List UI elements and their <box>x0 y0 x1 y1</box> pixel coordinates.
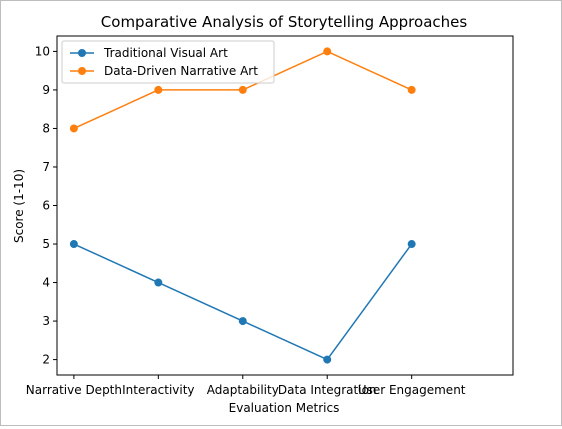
y-tick-label: 7 <box>42 160 50 174</box>
plot-area: 2 3 4 5 6 7 8 9 10 Narrative Depth Interactivity Ad… <box>26 35 514 397</box>
y-axis-label: Score (1-10) <box>12 169 26 243</box>
legend-box <box>61 40 275 84</box>
data-point <box>154 85 163 94</box>
data-point <box>323 355 332 364</box>
data-point <box>407 240 416 249</box>
legend-swatch-marker <box>78 49 86 57</box>
chart-title: Comparative Analysis of Storytelling App… <box>101 13 468 31</box>
legend-entry-label: Traditional Visual Art <box>103 46 228 60</box>
data-point <box>69 124 78 133</box>
x-tick-label: Narrative Depth <box>26 383 122 397</box>
data-point <box>69 240 78 249</box>
plot-frame <box>56 35 514 376</box>
series-line <box>73 243 413 361</box>
y-tick-label: 10 <box>35 44 50 58</box>
legend: Traditional Visual Art Data-Driven Narrat… <box>61 40 275 84</box>
x-tick-label: User Engagement <box>358 383 466 397</box>
data-point <box>238 317 247 326</box>
y-tick-label: 5 <box>42 237 50 251</box>
y-tick-label: 2 <box>42 353 50 367</box>
y-tick-label: 6 <box>42 199 50 213</box>
data-point <box>407 85 416 94</box>
x-tick-label: Adaptability <box>207 383 279 397</box>
legend-swatch-marker <box>78 67 86 75</box>
legend-entry-label: Data-Driven Narrative Art <box>104 64 258 78</box>
y-tick-label: 9 <box>42 83 50 97</box>
data-point <box>238 85 247 94</box>
y-tick-label: 3 <box>42 314 50 328</box>
data-point <box>154 278 163 287</box>
x-tick-label: Interactivity <box>122 383 194 397</box>
x-axis-label: Evaluation Metrics <box>229 401 340 415</box>
y-tick-label: 8 <box>42 121 50 135</box>
x-tick-label: Data Integration <box>278 383 377 397</box>
data-point <box>323 47 332 56</box>
y-tick-label: 4 <box>42 276 50 290</box>
